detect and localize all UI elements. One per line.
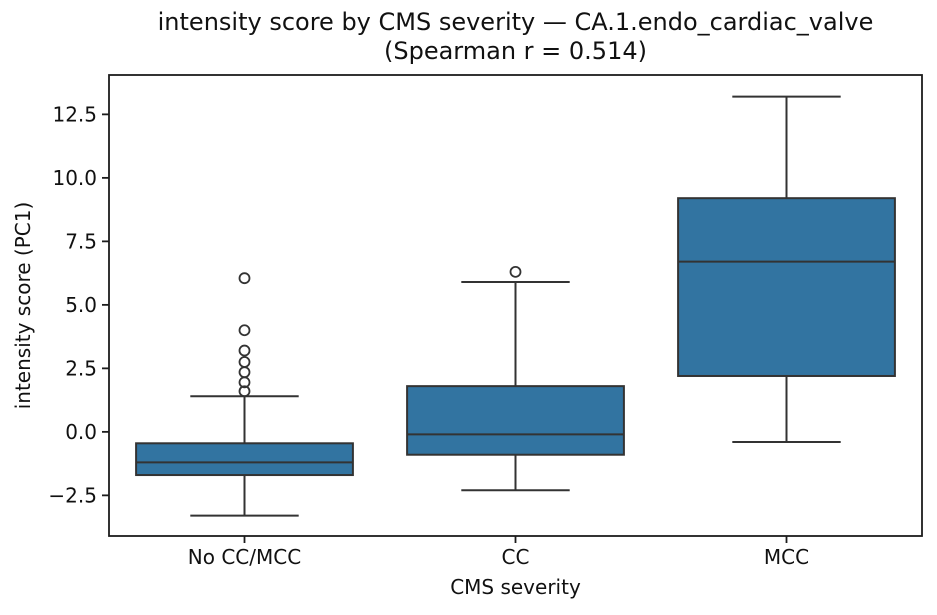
iqr-box — [135, 442, 354, 477]
x-tick-label: CC — [502, 545, 530, 569]
box-group — [406, 265, 625, 492]
y-tick-label: 2.5 — [65, 356, 97, 380]
box-series-layer — [135, 95, 896, 517]
chart-subtitle: (Spearman r = 0.514) — [384, 37, 647, 65]
outlier-point — [238, 356, 251, 368]
y-tick-label: 12.5 — [52, 102, 97, 126]
outlier-point — [238, 272, 251, 285]
y-tick-label: 5.0 — [65, 293, 97, 317]
y-tick-label: −2.5 — [48, 483, 97, 507]
outlier-point — [238, 324, 251, 337]
box-group — [677, 95, 896, 444]
x-axis-label: CMS severity — [450, 575, 581, 599]
axes-layer: 12.5 10.0 7.5 5.0 2.5 0.0 −2.5 No CC/MCC CC MCC — [48, 74, 923, 569]
y-tick-label: 7.5 — [65, 229, 97, 253]
y-tick-label: 10.0 — [52, 166, 97, 190]
outlier-point — [238, 366, 251, 379]
x-tick-label: No CC/MCC — [188, 545, 301, 569]
outlier-point — [509, 265, 522, 278]
x-tick-label: MCC — [764, 545, 809, 569]
y-tick-label: 0.0 — [65, 420, 97, 444]
outlier-point — [238, 344, 251, 357]
box-group — [135, 272, 354, 517]
chart-title: intensity score by CMS severity — CA.1.e… — [158, 8, 874, 36]
outlier-point — [238, 385, 251, 398]
y-axis-label: intensity score (PC1) — [11, 202, 35, 410]
iqr-box — [406, 385, 625, 456]
iqr-box — [677, 197, 896, 377]
